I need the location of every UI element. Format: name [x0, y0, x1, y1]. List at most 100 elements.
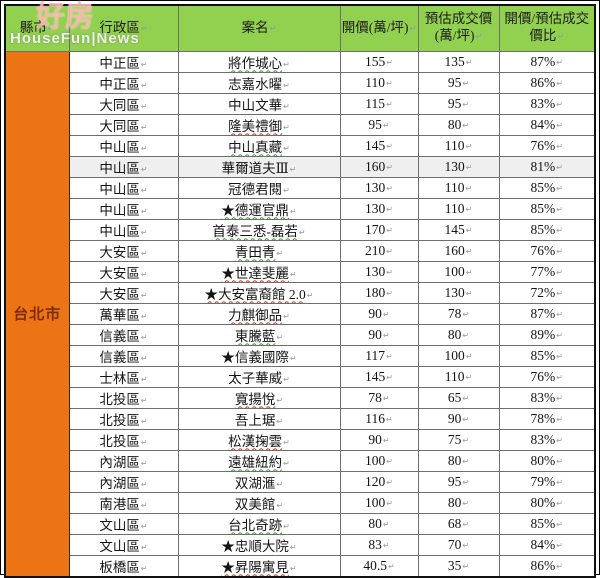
end-of-cell-mark: ↵ — [276, 395, 284, 405]
end-of-cell-mark: ↵ — [386, 225, 393, 235]
end-of-cell-mark: ↵ — [556, 246, 563, 256]
table-row: 板橋區↵ ★昇陽寓見↵ 40.5↵ 35↵ 86%↵ — [5, 554, 596, 577]
project-name-cell: 双湖滙↵ — [177, 470, 341, 493]
end-of-cell-mark: ↵ — [556, 330, 563, 340]
est-price-cell: 35↵ — [417, 554, 500, 577]
end-of-cell-mark: ↵ — [386, 183, 393, 193]
end-of-cell-mark: ↵ — [556, 57, 563, 67]
end-of-cell-mark: ↵ — [556, 414, 563, 424]
end-of-cell-mark: ↵ — [140, 479, 148, 489]
end-of-cell-mark: ↵ — [465, 57, 473, 67]
end-of-cell-mark: ↵ — [283, 521, 290, 531]
open-price-cell: 83↵ — [339, 533, 419, 556]
project-name-cell: 中山文華↵ — [177, 92, 341, 115]
end-of-cell-mark: ↵ — [140, 437, 148, 447]
end-of-cell-mark: ↵ — [140, 521, 148, 531]
price-ratio-cell: 86%↵ — [498, 554, 596, 577]
end-of-cell-mark: ↵ — [556, 162, 563, 172]
table-row: 文山區↵ ★忠順大院↵ 83↵ 70↵ 84%↵ — [5, 533, 596, 556]
end-of-cell-mark: ↵ — [556, 225, 563, 235]
project-name-cell: 華爾道夫Ⅲ↵ — [177, 155, 341, 178]
district-cell: 內湖區↵ — [68, 470, 179, 493]
end-of-cell-mark: ↵ — [465, 204, 473, 214]
end-of-cell-mark: ↵ — [140, 353, 148, 363]
end-of-cell-mark: ↵ — [289, 353, 297, 363]
end-of-cell-mark: ↵ — [140, 101, 148, 111]
project-name-cell: 力麒御品↵ — [177, 302, 341, 325]
end-of-cell-mark: ↵ — [269, 23, 277, 33]
price-ratio-cell: 81%↵ — [498, 155, 596, 178]
table-row: 信義區↵ 東騰藍↵ 90↵ 80↵ 89%↵ — [5, 323, 596, 346]
price-ratio-cell: 86%↵ — [498, 71, 596, 94]
open-price-cell: 78↵ — [339, 386, 419, 409]
table-row: 內湖區↵ 遠雄紐約↵ 100↵ 80↵ 80%↵ — [5, 449, 596, 472]
end-of-cell-mark: ↵ — [289, 164, 297, 174]
price-ratio-cell: 77%↵ — [498, 260, 596, 283]
end-of-cell-mark: ↵ — [465, 372, 473, 382]
open-price-cell: 40.5↵ — [339, 554, 419, 577]
table-row: 中正區↵ 志嘉水曜↵ 110↵ 95↵ 86%↵ — [5, 71, 596, 94]
table-row: 文山區↵ 台北奇跡↵ 80↵ 68↵ 85%↵ — [5, 512, 596, 535]
open-price-cell: 100↵ — [339, 449, 419, 472]
district-cell: 文山區↵ — [68, 512, 179, 535]
end-of-cell-mark: ↵ — [386, 246, 393, 256]
end-of-cell-mark: ↵ — [556, 141, 563, 151]
price-ratio-cell: 87%↵ — [498, 302, 596, 325]
open-price-cell: 145↵ — [339, 365, 419, 388]
open-price-cell: 155↵ — [339, 50, 419, 73]
open-price-cell: 116↵ — [339, 407, 419, 430]
price-ratio-cell: 84%↵ — [498, 533, 596, 556]
price-ratio-cell: 83%↵ — [498, 92, 596, 115]
project-name-cell: ★世達斐麗↵ — [177, 260, 341, 283]
end-of-cell-mark: ↵ — [556, 288, 563, 298]
est-price-cell: 110↵ — [417, 176, 500, 199]
end-of-cell-mark: ↵ — [382, 519, 390, 529]
end-of-cell-mark: ↵ — [462, 393, 470, 403]
end-of-cell-mark: ↵ — [382, 435, 390, 445]
end-of-cell-mark: ↵ — [276, 332, 284, 342]
open-price-cell: 130↵ — [339, 197, 419, 220]
column-header-1: 行政區↵ — [68, 4, 179, 52]
project-name-cell: ★大安富裔館 2.0↵ — [177, 281, 341, 304]
open-price-cell: 145↵ — [339, 134, 419, 157]
district-cell: 中山區↵ — [68, 197, 179, 220]
open-price-cell: 95↵ — [339, 113, 419, 136]
end-of-cell-mark: ↵ — [386, 141, 393, 151]
project-name-cell: 双美館↵ — [177, 491, 341, 514]
district-cell: 北投區↵ — [68, 428, 179, 451]
est-price-cell: 70↵ — [417, 533, 500, 556]
district-cell: 大安區↵ — [68, 239, 179, 262]
open-price-cell: 130↵ — [339, 260, 419, 283]
district-cell: 士林區↵ — [68, 365, 179, 388]
est-price-cell: 80↵ — [417, 449, 500, 472]
est-price-cell: 90↵ — [417, 407, 500, 430]
end-of-cell-mark: ↵ — [465, 183, 473, 193]
district-cell: 大安區↵ — [68, 260, 179, 283]
est-price-cell: 110↵ — [417, 197, 500, 220]
end-of-cell-mark: ↵ — [140, 542, 148, 552]
end-of-cell-mark: ↵ — [465, 288, 473, 298]
open-price-cell: 90↵ — [339, 302, 419, 325]
est-price-cell: 80↵ — [417, 113, 500, 136]
end-of-cell-mark: ↵ — [556, 498, 563, 508]
table-row: 中山區↵ 中山真藏↵ 145↵ 110↵ 76%↵ — [5, 134, 596, 157]
end-of-cell-mark: ↵ — [283, 143, 290, 153]
column-header-3: 開價(萬/坪)↵ — [339, 4, 419, 52]
table-row: 內湖區↵ 双湖滙↵ 120↵ 95↵ 79%↵ — [5, 470, 596, 493]
end-of-cell-mark: ↵ — [386, 267, 393, 277]
open-price-cell: 130↵ — [339, 176, 419, 199]
end-of-cell-mark: ↵ — [386, 456, 393, 466]
project-name-cell: ★昇陽寓見↵ — [177, 554, 341, 577]
end-of-cell-mark: ↵ — [47, 23, 55, 33]
end-of-cell-mark: ↵ — [382, 393, 390, 403]
end-of-cell-mark: ↵ — [556, 540, 563, 550]
table-row: 大同區↵ 隆美禮御↵ 95↵ 80↵ 84%↵ — [5, 113, 596, 136]
end-of-cell-mark: ↵ — [289, 542, 297, 552]
price-ratio-cell: 85%↵ — [498, 218, 596, 241]
end-of-cell-mark: ↵ — [462, 540, 470, 550]
open-price-cell: 115↵ — [339, 92, 419, 115]
end-of-cell-mark: ↵ — [556, 477, 563, 487]
end-of-cell-mark: ↵ — [556, 204, 563, 214]
end-of-cell-mark: ↵ — [140, 185, 148, 195]
project-name-cell: 志嘉水曜↵ — [177, 71, 341, 94]
